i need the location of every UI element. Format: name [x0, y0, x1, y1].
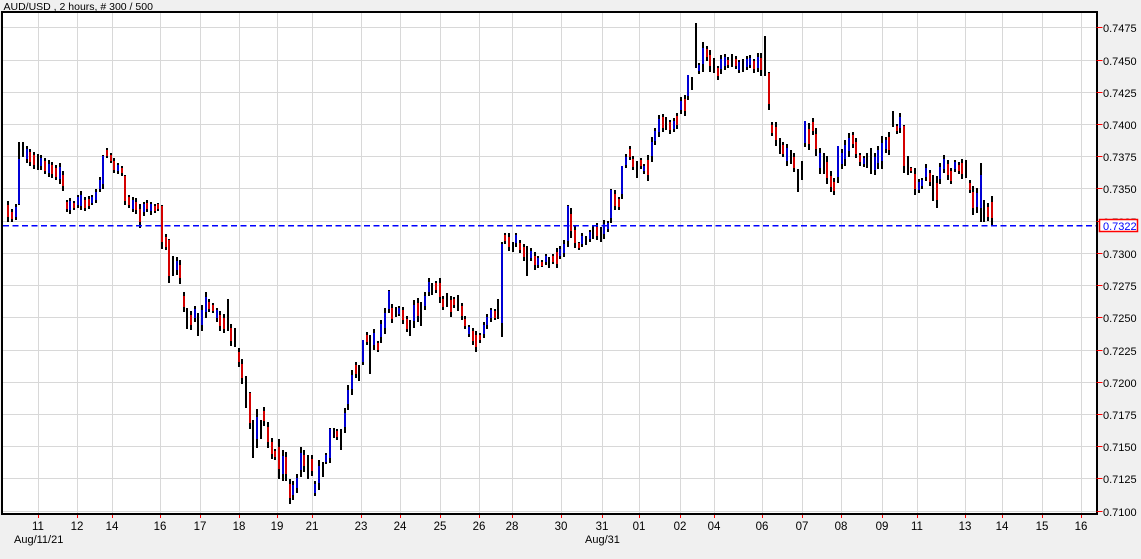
svg-text:01: 01	[633, 521, 646, 533]
svg-text:0.7425: 0.7425	[1103, 88, 1137, 100]
svg-text:14: 14	[106, 521, 119, 533]
svg-text:0.7250: 0.7250	[1103, 313, 1137, 325]
svg-text:09: 09	[876, 521, 889, 533]
svg-text:30: 30	[555, 521, 568, 533]
svg-text:07: 07	[796, 521, 809, 533]
svg-text:0.7100: 0.7100	[1103, 507, 1137, 519]
svg-text:26: 26	[473, 521, 486, 533]
svg-text:15: 15	[1036, 521, 1049, 533]
svg-text:Aug/11/21: Aug/11/21	[14, 534, 63, 546]
svg-text:11: 11	[32, 521, 44, 533]
svg-text:11: 11	[911, 521, 923, 533]
svg-text:06: 06	[756, 521, 769, 533]
svg-text:24: 24	[394, 521, 407, 533]
svg-text:02: 02	[674, 521, 687, 533]
svg-text:0.7175: 0.7175	[1103, 410, 1137, 422]
svg-text:14: 14	[996, 521, 1009, 533]
svg-text:0.7450: 0.7450	[1103, 56, 1137, 68]
svg-text:0.7200: 0.7200	[1103, 378, 1137, 390]
svg-text:0.7322: 0.7322	[1103, 221, 1137, 233]
svg-text:08: 08	[835, 521, 848, 533]
svg-text:12: 12	[71, 521, 84, 533]
svg-text:04: 04	[708, 521, 721, 533]
svg-text:19: 19	[271, 521, 284, 533]
svg-text:0.7300: 0.7300	[1103, 249, 1137, 261]
svg-text:0.7400: 0.7400	[1103, 120, 1137, 132]
svg-text:31: 31	[596, 521, 609, 533]
svg-text:0.7475: 0.7475	[1103, 23, 1137, 35]
svg-text:0.7350: 0.7350	[1103, 184, 1137, 196]
svg-text:0.7225: 0.7225	[1103, 346, 1137, 358]
svg-text:16: 16	[1075, 521, 1088, 533]
svg-text:0.7275: 0.7275	[1103, 281, 1137, 293]
svg-text:16: 16	[154, 521, 167, 533]
svg-text:13: 13	[959, 521, 972, 533]
svg-text:23: 23	[355, 521, 368, 533]
svg-text:25: 25	[434, 521, 447, 533]
svg-text:18: 18	[233, 521, 246, 533]
svg-text:0.7375: 0.7375	[1103, 152, 1137, 164]
svg-text:Aug/31: Aug/31	[585, 534, 620, 546]
svg-text:0.7150: 0.7150	[1103, 442, 1137, 454]
svg-text:AUD/USD , 2 hours, # 300 / 500: AUD/USD , 2 hours, # 300 / 500	[4, 1, 154, 13]
svg-text:21: 21	[306, 521, 319, 533]
svg-text:17: 17	[194, 521, 207, 533]
svg-text:28: 28	[506, 521, 519, 533]
svg-text:0.7125: 0.7125	[1103, 474, 1137, 486]
